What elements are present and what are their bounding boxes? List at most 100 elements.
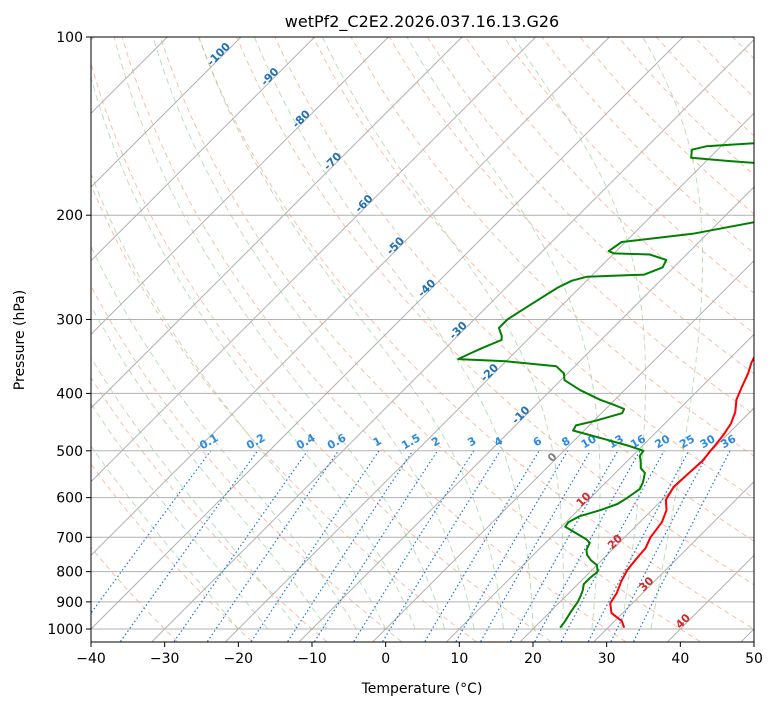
dry-adiabat xyxy=(617,37,754,176)
x-tick-label: 0 xyxy=(381,651,390,667)
dry-adiabat xyxy=(656,37,754,137)
isotherm-gridline xyxy=(91,37,463,409)
isotherm-label: -90 xyxy=(258,65,281,88)
moist-adiabat xyxy=(113,37,446,630)
mixing-ratio-label: 6 xyxy=(531,434,544,449)
mixing-ratio-line xyxy=(250,450,380,642)
mixing-ratio-label: 0.1 xyxy=(197,431,220,452)
moist-adiabat xyxy=(91,402,269,630)
isotherm-label: 30 xyxy=(636,574,656,594)
isotherm-label: -10 xyxy=(509,403,532,426)
y-tick-label: 500 xyxy=(56,444,83,460)
isotherm-gridline xyxy=(446,333,754,642)
mixing-ratio-label: 25 xyxy=(677,432,697,451)
mixing-ratio-label: 8 xyxy=(559,434,572,449)
mixing-ratio-line xyxy=(534,450,641,642)
dry-adiabat xyxy=(91,463,253,642)
dry-adiabat xyxy=(121,37,626,642)
y-tick-label: 1000 xyxy=(47,622,83,638)
moist-adiabat xyxy=(91,245,357,630)
mixing-ratio-line xyxy=(173,450,309,642)
isotherm-gridline xyxy=(520,407,754,642)
mixing-ratio-line xyxy=(120,450,259,642)
mixing-ratio-line xyxy=(424,450,540,642)
temperature-profile-line xyxy=(609,355,754,629)
y-tick-label: 400 xyxy=(56,386,83,402)
dry-adiabat xyxy=(159,37,701,642)
isotherm-label: -40 xyxy=(415,276,438,299)
isotherm-label: 10 xyxy=(574,489,594,509)
mixing-ratio-label: 0.4 xyxy=(294,431,318,452)
moist-adiabat xyxy=(91,305,328,630)
dry-adiabat xyxy=(312,37,754,499)
isotherm-label: -20 xyxy=(478,361,501,384)
mixing-ratio-line xyxy=(287,450,414,642)
y-tick-label: 700 xyxy=(56,530,83,546)
mixing-ratio-line xyxy=(91,450,212,615)
isotherm-gridline xyxy=(372,259,754,642)
isotherm-label: -30 xyxy=(447,319,470,342)
mixing-ratio-line xyxy=(382,450,501,642)
y-axis-title: Pressure (hPa) xyxy=(12,290,28,390)
mixing-ratio-label: 1.5 xyxy=(399,431,422,452)
isotherm-gridline xyxy=(593,480,754,642)
x-tick-label: −30 xyxy=(150,651,180,667)
x-tick-label: 10 xyxy=(450,651,468,667)
dry-adiabat xyxy=(236,37,754,586)
x-tick-label: 40 xyxy=(671,651,689,667)
isotherm-gridline xyxy=(91,37,316,262)
isotherm-label: -70 xyxy=(321,150,344,173)
x-tick-label: −40 xyxy=(76,651,106,667)
moist-adiabat xyxy=(513,37,646,630)
mixing-ratio-label: 30 xyxy=(698,432,718,451)
dry-adiabat xyxy=(91,183,477,642)
dry-adiabat xyxy=(694,37,754,98)
y-tick-label: 100 xyxy=(56,30,83,46)
dry-adiabat xyxy=(426,37,754,375)
mixing-ratio-label: 36 xyxy=(718,432,738,451)
mixing-ratio-label: 20 xyxy=(653,432,673,451)
mixing-ratio-label: 3 xyxy=(465,434,478,449)
x-tick-label: 20 xyxy=(524,651,542,667)
dry-adiabat xyxy=(274,37,754,542)
moist-adiabat xyxy=(91,445,239,630)
y-axis: 100 200 300 400 500 600 700 800 900 1000 xyxy=(47,30,91,638)
isotherm-gridline xyxy=(91,37,389,336)
dry-adiabat xyxy=(91,376,328,642)
mixing-ratio-line xyxy=(206,450,339,642)
grid-layer xyxy=(91,37,775,642)
dry-adiabat xyxy=(388,37,754,416)
chart-title: wetPf2_C2E2.2026.037.16.13.G26 xyxy=(285,12,559,32)
moist-adiabat xyxy=(91,356,298,630)
dry-adiabat xyxy=(465,37,754,334)
moist-adiabat xyxy=(152,37,475,630)
x-tick-label: −20 xyxy=(224,651,254,667)
y-tick-label: 200 xyxy=(56,208,83,224)
dry-adiabat xyxy=(198,37,754,630)
isotherm-gridline xyxy=(225,112,754,642)
isotherm-label: -50 xyxy=(384,234,407,257)
isotherm-gridline xyxy=(91,37,242,188)
dry-adiabat xyxy=(771,37,775,642)
mixing-ratio-line xyxy=(633,450,731,642)
plot-frame xyxy=(90,36,755,643)
dry-adiabat xyxy=(503,37,754,294)
y-tick-label: 600 xyxy=(56,491,83,507)
moist-adiabat xyxy=(321,37,564,629)
dry-adiabat xyxy=(91,546,178,642)
moist-adiabat xyxy=(642,37,703,630)
isotherm-gridline xyxy=(667,554,754,642)
y-tick-label: 900 xyxy=(56,595,83,611)
mixing-ratio-line xyxy=(560,450,665,642)
mixing-ratio-label: 1 xyxy=(371,434,384,449)
moist-adiabat xyxy=(406,37,601,630)
mixing-ratio-line xyxy=(587,450,690,642)
x-tick-label: −10 xyxy=(297,651,327,667)
moist-adiabat xyxy=(91,75,416,630)
dry-adiabat xyxy=(91,61,552,642)
isotherm-label: 20 xyxy=(605,532,625,552)
moist-adiabat xyxy=(91,172,387,630)
isotherm-gridline xyxy=(91,37,684,630)
y-tick-label: 300 xyxy=(56,312,83,328)
